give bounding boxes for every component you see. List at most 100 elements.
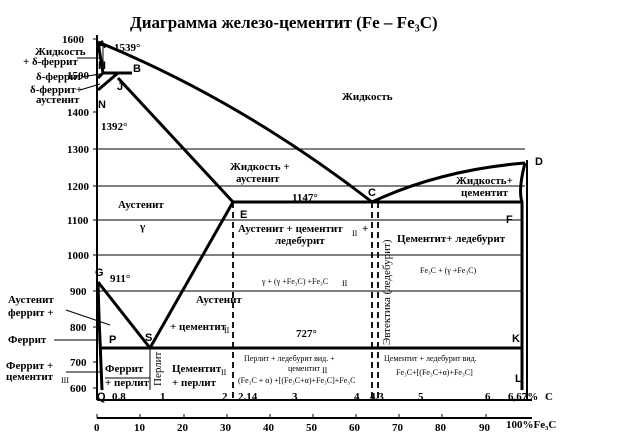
x-tick-label: 100%Fe₃C bbox=[506, 419, 556, 431]
region-labels: Жидкость Жидкость + аустенит Жидкость+ ц… bbox=[105, 91, 513, 389]
temp-911: 911° bbox=[110, 273, 130, 285]
region-cem-perlit-1: Цементит bbox=[172, 363, 222, 375]
label-delta: δ-феррит bbox=[36, 71, 82, 83]
region-ferr-perlit-2: + перлит bbox=[105, 377, 150, 389]
region-cem-led-formula: Fe₃C + (γ +Fe₃C) bbox=[420, 266, 476, 275]
x-c-label: 2.14 bbox=[238, 391, 258, 403]
x-tick-label: 90 bbox=[479, 422, 491, 434]
y-tick-label: 1300 bbox=[67, 144, 90, 156]
temp-1392: 1392° bbox=[101, 121, 127, 133]
line-pq bbox=[98, 339, 104, 391]
y-tick-label: 1400 bbox=[67, 107, 90, 119]
region-liq-aus-1: Жидкость + bbox=[230, 161, 290, 173]
dashed-lines bbox=[232, 202, 379, 400]
x-c-label: 1 bbox=[160, 391, 166, 403]
x-c-label: 0.8 bbox=[112, 391, 126, 403]
phase-lines bbox=[96, 40, 527, 391]
x-tick-labels-carbon: 0.8 1 2 2.14 3 4 4.3 5 6 6,67% C bbox=[112, 391, 553, 403]
line-es bbox=[148, 201, 235, 349]
x-c-label: 6 bbox=[485, 391, 491, 403]
region-liq-cem-2: цементит bbox=[461, 187, 509, 199]
line-gp bbox=[96, 281, 102, 341]
label-liquid-delta-2: + δ-феррит bbox=[23, 56, 78, 68]
label-aus-ferr-2: феррит + bbox=[8, 307, 54, 319]
region-gamma: γ bbox=[139, 221, 145, 233]
region-aus-cem-led-plus: + bbox=[362, 223, 368, 235]
region-formula-sub: II bbox=[342, 279, 348, 288]
point-e: E bbox=[240, 209, 247, 221]
label-delta-aus-2: аустенит bbox=[36, 94, 80, 106]
region-cem-led-vid: Цементит + ледебурит вид. bbox=[384, 354, 477, 363]
label-aus-ferr-1: Аустенит bbox=[8, 294, 54, 306]
temperature-labels: 1539° 1392° 1147° 911° 727° bbox=[101, 42, 318, 340]
x-tick-marks-pct bbox=[96, 414, 487, 418]
point-f: F bbox=[506, 214, 513, 226]
region-perlit-led-formula: (Fe₃C + α) +[(Fe₃C+α)+Fe₃C]+Fe₃C bbox=[238, 376, 355, 385]
diagram-title: Диаграмма железо-цементит (Fe – Fe₃C) bbox=[130, 13, 438, 32]
point-h: H bbox=[98, 60, 106, 72]
x-tick-label: 20 bbox=[177, 422, 189, 434]
region-perlit-led-sub: II bbox=[322, 366, 328, 375]
x-c-label: 3 bbox=[292, 391, 298, 403]
point-p: P bbox=[109, 334, 116, 346]
region-aus-cem-1: Аустенит bbox=[196, 294, 242, 306]
liquidus-cd bbox=[371, 161, 526, 204]
y-tick-label: 700 bbox=[70, 357, 87, 369]
region-cem-led: Цементит+ ледебурит bbox=[397, 233, 506, 245]
axes bbox=[96, 35, 532, 419]
x-tick-label: 10 bbox=[134, 422, 146, 434]
region-cem-led-vid-formula: Fe₃C+[(Fe₃C+α)+Fe₃C] bbox=[396, 368, 473, 377]
x-tick-label: 80 bbox=[435, 422, 447, 434]
point-s: S bbox=[145, 332, 152, 344]
x-tick-label: 0 bbox=[94, 422, 100, 434]
y-tick-label: 1500 bbox=[67, 70, 90, 82]
y-tick-label: 1600 bbox=[62, 34, 85, 46]
region-aus-cem-led-1: Аустенит + цементит bbox=[238, 223, 343, 235]
x-c-label: C bbox=[545, 391, 553, 403]
region-perlit-led-2: цементит bbox=[288, 364, 321, 373]
label-ferr-cem-2: цементит bbox=[6, 371, 54, 383]
x-tick-label: 50 bbox=[306, 422, 318, 434]
line-jn bbox=[97, 71, 119, 92]
x-tick-label: 30 bbox=[220, 422, 232, 434]
y-tick-label: 1100 bbox=[67, 215, 89, 227]
region-perlit: Перлит bbox=[152, 351, 164, 386]
label-delta-aus-1: δ-феррит+ bbox=[30, 84, 82, 96]
x-c-label: 5 bbox=[418, 391, 424, 403]
point-n: N bbox=[98, 99, 106, 111]
label-ferr-cem-1: Феррит + bbox=[6, 360, 53, 372]
y-tick-label: 800 bbox=[70, 322, 87, 334]
point-a: A bbox=[98, 39, 106, 51]
point-l: L bbox=[515, 373, 522, 385]
point-c: C bbox=[368, 187, 376, 199]
x-tick-label: 70 bbox=[392, 422, 404, 434]
line-gs bbox=[96, 281, 152, 349]
region-aus-cem-sub: II bbox=[224, 326, 230, 335]
cementite-line bbox=[519, 162, 527, 390]
solidus-je bbox=[116, 76, 235, 204]
helper-lines bbox=[97, 42, 525, 390]
point-k: K bbox=[512, 333, 520, 345]
region-austenite: Аустенит bbox=[118, 199, 164, 211]
region-cem-perlit-sub: II bbox=[221, 368, 227, 377]
point-d: D bbox=[535, 156, 543, 168]
region-cem-perlit-2: + перлит bbox=[172, 377, 217, 389]
x-c-label: 4 bbox=[354, 391, 360, 403]
label-liquid-delta: Жидкость bbox=[35, 46, 86, 58]
x-c-label: 6,67% bbox=[508, 391, 538, 403]
left-labels: Жидкость + δ-феррит δ-феррит δ-феррит+ а… bbox=[6, 46, 86, 385]
region-liq-aus-2: аустенит bbox=[236, 173, 280, 185]
point-g: G bbox=[95, 267, 104, 279]
line-ah bbox=[96, 41, 105, 74]
point-labels: A B H J N D E C F G S P Q K L bbox=[95, 39, 543, 403]
region-aus-cem-2: + цементит bbox=[170, 321, 227, 333]
temp-1539: 1539° bbox=[114, 42, 140, 54]
point-q: Q bbox=[97, 391, 106, 403]
region-aus-cem-led-formula: γ + (γ +Fe₃C) +Fe₃C bbox=[261, 277, 328, 286]
line-hn bbox=[96, 71, 105, 80]
region-sub-ii: II bbox=[352, 229, 358, 238]
x-c-label: 2 bbox=[222, 391, 228, 403]
y-tick-label: 1000 bbox=[67, 250, 90, 262]
y-tick-labels: 1600 1500 1400 1300 1200 1100 1000 900 8… bbox=[62, 34, 90, 395]
